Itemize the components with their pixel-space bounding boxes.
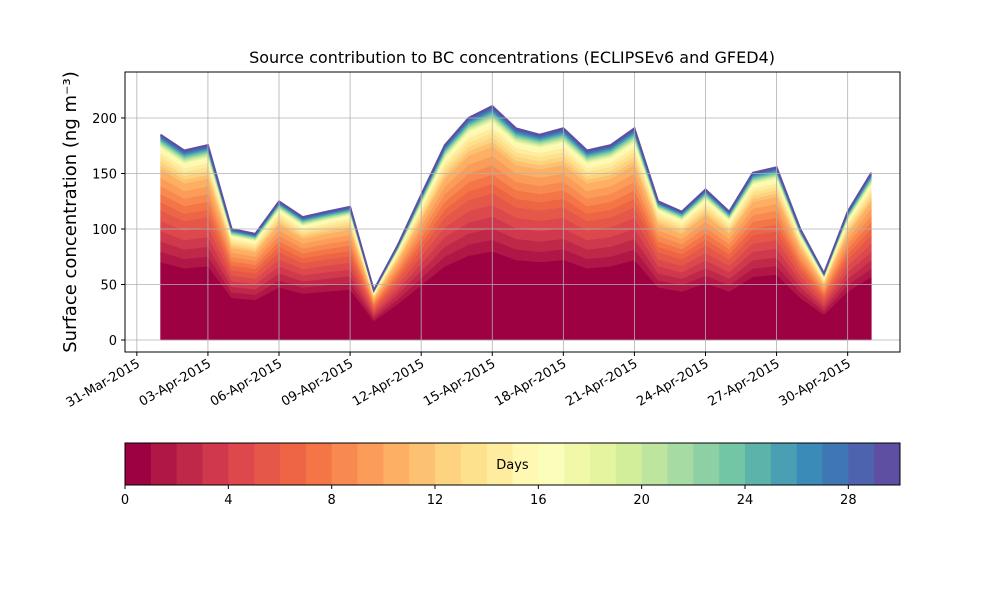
colorbar-tick-label: 16 bbox=[530, 493, 547, 508]
plot-frame bbox=[124, 71, 901, 353]
colorbar-cell bbox=[150, 443, 178, 485]
y-tick-label: 150 bbox=[92, 167, 117, 182]
colorbar-cell bbox=[435, 443, 462, 485]
colorbar-cell bbox=[228, 443, 255, 485]
colorbar-cell bbox=[719, 443, 746, 485]
y-axis-label: Surface concentration (ng m⁻³) bbox=[60, 71, 81, 353]
colorbar-tick-label: 20 bbox=[633, 493, 650, 508]
colorbar-tick-label: 28 bbox=[840, 493, 857, 508]
x-tick-label: 15-Apr-2015 bbox=[421, 356, 498, 409]
colorbar-cell bbox=[693, 443, 720, 485]
y-tick-label: 0 bbox=[109, 334, 117, 349]
y-tick-label: 200 bbox=[92, 112, 117, 127]
colorbar-cell bbox=[357, 443, 384, 485]
colorbar-tick-label: 24 bbox=[737, 493, 754, 508]
colorbar-cell bbox=[848, 443, 875, 485]
colorbar-cell bbox=[409, 443, 436, 485]
colorbar-tick-label: 8 bbox=[328, 493, 336, 508]
colorbar-cell bbox=[745, 443, 772, 485]
colorbar-cell bbox=[202, 443, 229, 485]
colorbar-cell bbox=[176, 443, 203, 485]
y-tick-label: 100 bbox=[92, 223, 117, 238]
colorbar-cell bbox=[486, 443, 513, 485]
colorbar-cell bbox=[383, 443, 410, 485]
x-tick-label: 30-Apr-2015 bbox=[777, 356, 854, 409]
colorbar-cell bbox=[280, 443, 307, 485]
colorbar-tick-label: 12 bbox=[427, 493, 444, 508]
colorbar-cell bbox=[512, 443, 539, 485]
x-tick-label: 24-Apr-2015 bbox=[634, 356, 711, 409]
x-tick-label: 12-Apr-2015 bbox=[350, 356, 427, 409]
colorbar-cell bbox=[796, 443, 823, 485]
colorbar-tick-label: 0 bbox=[121, 493, 129, 508]
x-tick-label: 09-Apr-2015 bbox=[279, 356, 356, 409]
colorbar-cell bbox=[590, 443, 617, 485]
colorbar-cell bbox=[641, 443, 668, 485]
colorbar-cell bbox=[460, 443, 488, 485]
x-tick-label: 31-Mar-2015 bbox=[64, 356, 143, 410]
colorbar-cell bbox=[254, 443, 281, 485]
colorbar-cell bbox=[770, 443, 798, 485]
colorbar-cell bbox=[564, 443, 591, 485]
chart-title: Source contribution to BC concentrations… bbox=[249, 48, 775, 67]
colorbar-cell bbox=[331, 443, 358, 485]
colorbar-cell bbox=[822, 443, 849, 485]
colorbar-tick-label: 4 bbox=[224, 493, 232, 508]
colorbar-label: Days bbox=[496, 458, 529, 473]
x-tick-label: 06-Apr-2015 bbox=[208, 356, 285, 409]
colorbar-cell bbox=[305, 443, 333, 485]
colorbar-cell bbox=[874, 443, 901, 485]
colorbar-cell bbox=[615, 443, 643, 485]
colorbar-cell bbox=[667, 443, 694, 485]
colorbar-cell bbox=[538, 443, 565, 485]
x-tick-label: 27-Apr-2015 bbox=[705, 356, 782, 409]
colorbar-cell bbox=[125, 443, 152, 485]
y-tick-label: 50 bbox=[100, 278, 117, 293]
x-tick-label: 03-Apr-2015 bbox=[137, 356, 214, 409]
colorbar-frame bbox=[124, 442, 901, 486]
x-tick-label: 21-Apr-2015 bbox=[563, 356, 640, 409]
x-tick-label: 18-Apr-2015 bbox=[492, 356, 569, 409]
